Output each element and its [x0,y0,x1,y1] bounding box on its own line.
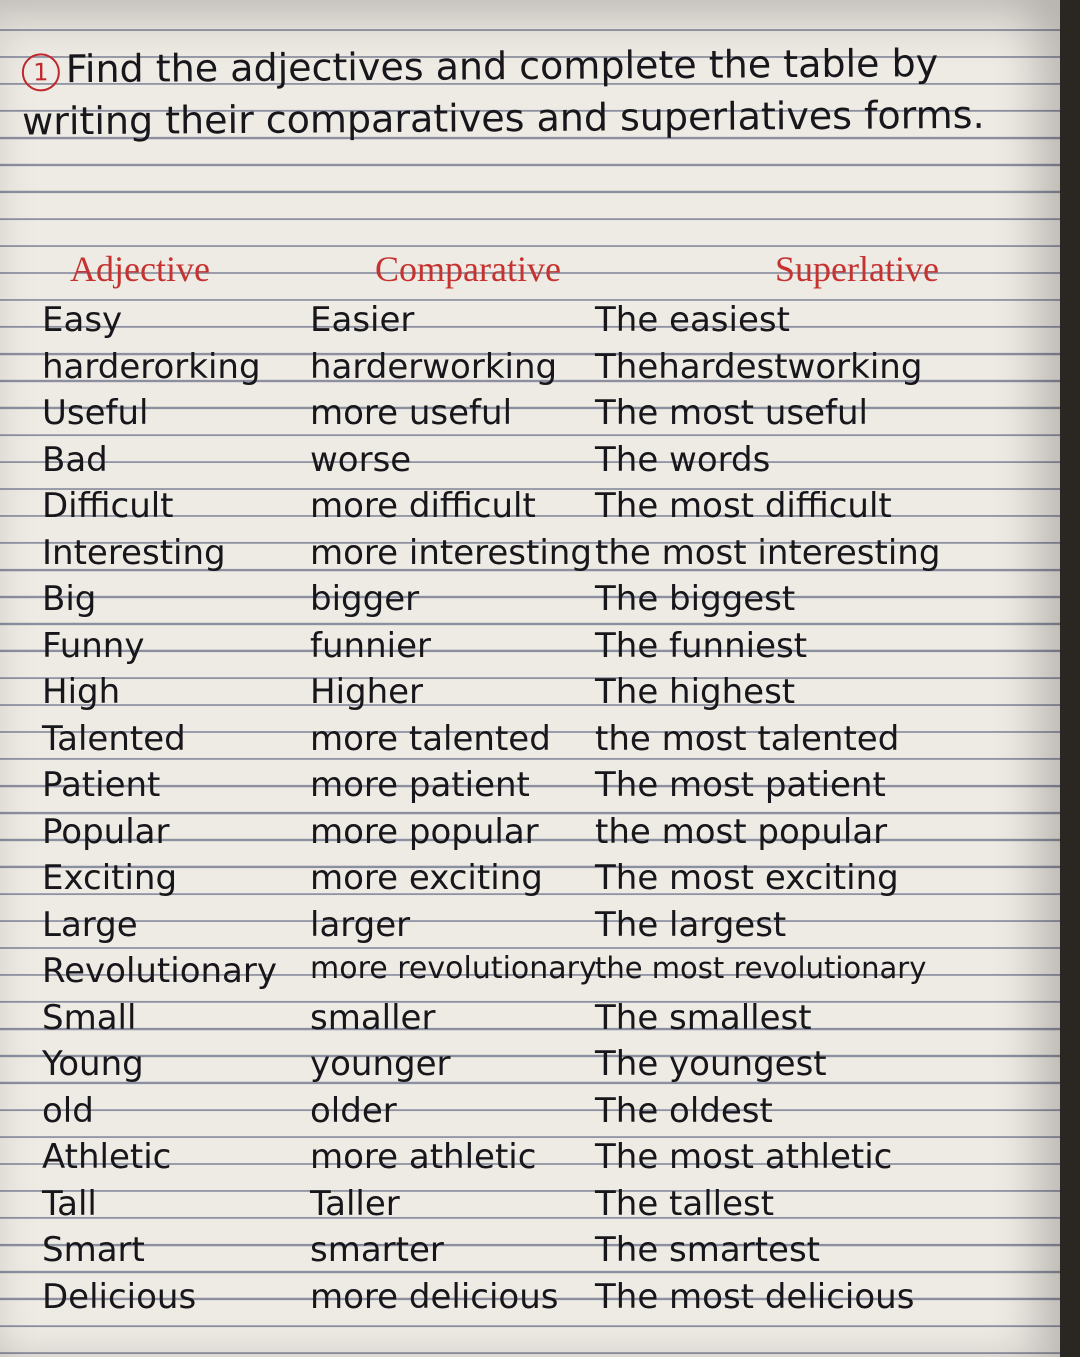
comparative-cell: more athletic [310,1137,537,1177]
comparative-cell: Taller [310,1183,400,1224]
table-row: Talented more talented the most talented [0,719,1060,766]
table-row: Interesting more interesting the most inte… [0,533,1060,580]
adjective-cell: Smart [42,1230,145,1270]
table-row: Young younger The youngest [0,1044,1060,1091]
adjective-cell: Delicious [42,1276,197,1317]
comparative-cell: younger [310,1044,451,1084]
comparative-cell: more revolutionary [310,951,597,986]
table-row: Small smaller The smallest [0,998,1060,1045]
table-row: Difficult more difficult The most difficul… [0,486,1060,533]
comparative-cell: more useful [310,393,513,433]
comparative-cell: more popular [310,811,539,852]
adjective-cell: Tall [42,1183,97,1224]
superlative-cell: The smallest [595,997,812,1038]
adjective-cell: harderorking [42,346,261,387]
superlative-cell: the most popular [595,811,888,852]
adjective-cell: Useful [42,393,149,433]
header-adjective: Adjective [70,249,210,289]
adjective-cell: Young [42,1044,144,1084]
header-superlative: Superlative [775,249,939,289]
comparative-cell: more talented [310,718,551,759]
adjective-cell: Large [42,904,138,945]
comparative-cell: Higher [310,672,424,712]
comparative-cell: larger [310,904,411,945]
table-row: Patient more patient The most patient [0,765,1060,812]
comparative-cell: funnier [310,625,431,666]
comparative-cell: more patient [310,765,530,805]
comparative-cell: smarter [310,1230,444,1270]
adjective-cell: Revolutionary [42,951,277,991]
adjective-cell: Funny [42,625,145,666]
superlative-cell: The funniest [595,625,808,666]
adjective-cell: Athletic [42,1137,172,1177]
table-row: Revolutionary more revolutionary the most … [0,951,1060,998]
header-comparative: Comparative [375,249,561,289]
superlative-cell: The smartest [595,1230,820,1270]
table-row: Smart smarter The smartest [0,1230,1060,1277]
superlative-cell: The most patient [595,765,886,805]
superlative-cell: The most difficult [595,486,892,526]
comparative-cell: more exciting [310,858,543,898]
superlative-cell: The largest [595,904,787,945]
table-row: Exciting more exciting The most exciting [0,858,1060,905]
superlative-cell: The most exciting [595,858,899,898]
superlative-cell: The most delicious [595,1276,915,1317]
superlative-cell: the most interesting [595,532,941,573]
adjective-cell: Bad [42,439,108,480]
adjective-table: Easy Easier The easiest harderorking harderw… [0,300,1060,1323]
superlative-cell: The highest [595,672,796,712]
superlative-cell: the most talented [595,718,900,759]
instruction: 1 Find the adjectives and complete the ta… [21,37,1023,148]
superlative-cell: The most useful [595,393,868,433]
comparative-cell: older [310,1090,397,1131]
adjective-cell: Difficult [42,486,174,526]
comparative-cell: more delicious [310,1276,559,1317]
superlative-cell: The tallest [595,1183,775,1224]
comparative-cell: bigger [310,579,420,619]
adjective-cell: Small [42,997,137,1038]
comparative-cell: smaller [310,997,436,1038]
superlative-cell: The words [595,439,771,480]
comparative-cell: worse [310,439,412,480]
comparative-cell: more difficult [310,486,536,526]
adjective-cell: Patient [42,765,161,805]
adjective-cell: Exciting [42,858,178,898]
table-row: Athletic more athletic The most athletic [0,1137,1060,1184]
table-row: Large larger The largest [0,905,1060,952]
table-row: Delicious more delicious The most deliciou… [0,1277,1060,1324]
comparative-cell: harderworking [310,346,558,387]
adjective-cell: Easy [42,300,123,340]
table-row: Popular more popular the most popular [0,812,1060,859]
adjective-cell: Interesting [42,532,226,573]
superlative-cell: The oldest [595,1090,773,1131]
table-row: Easy Easier The easiest [0,300,1060,347]
table-row: High Higher The highest [0,672,1060,719]
table-row: harderorking harderworking Thehardestworki… [0,347,1060,394]
table-row: Bad worse The words [0,440,1060,487]
adjective-cell: Popular [42,811,170,852]
table-row: Big bigger The biggest [0,579,1060,626]
exercise-number: 1 [21,52,60,91]
table-row: Funny funnier The funniest [0,626,1060,673]
superlative-cell: The easiest [595,300,790,340]
comparative-cell: Easier [310,300,415,340]
adjective-cell: Big [42,579,97,619]
adjective-cell: old [42,1090,94,1131]
table-row: Useful more useful The most useful [0,393,1060,440]
instruction-text: Find the adjectives and complete the tab… [22,41,985,144]
superlative-cell: Thehardestworking [595,346,923,387]
superlative-cell: The most athletic [595,1137,893,1177]
adjective-cell: Talented [42,718,186,759]
table-row: Tall Taller The tallest [0,1184,1060,1231]
superlative-cell: the most revolutionary [595,951,927,985]
superlative-cell: The biggest [595,579,796,619]
table-row: old older The oldest [0,1091,1060,1138]
adjective-cell: High [42,672,121,712]
comparative-cell: more interesting [310,532,592,573]
superlative-cell: The youngest [595,1044,827,1084]
